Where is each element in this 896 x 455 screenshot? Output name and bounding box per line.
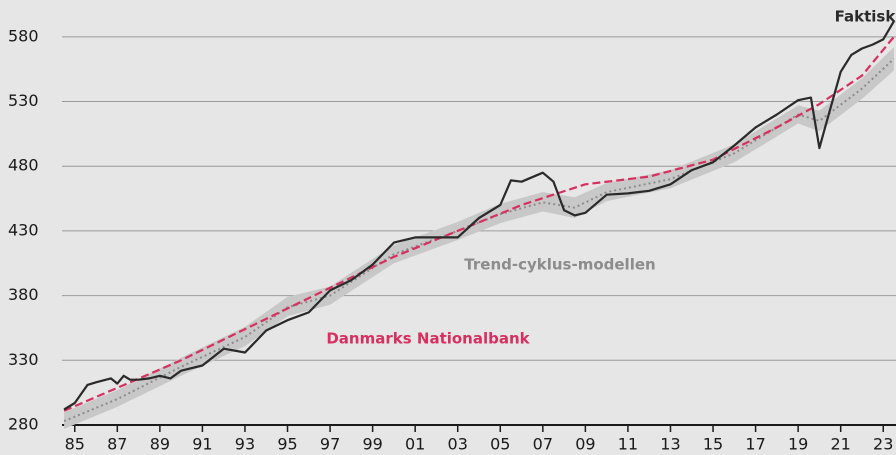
x-tick-label: 85 (65, 435, 85, 454)
x-tick-label: 17 (745, 435, 765, 454)
x-tick-label: 87 (107, 435, 127, 454)
x-tick-label: 07 (533, 435, 553, 454)
x-tick-label: 99 (362, 435, 382, 454)
confidence-band (64, 47, 894, 429)
y-tick-label: 330 (8, 350, 39, 369)
x-tick-label: 05 (490, 435, 510, 454)
y-tick-label: 280 (8, 415, 39, 434)
x-tick-label: 09 (575, 435, 595, 454)
x-tick-label: 97 (320, 435, 340, 454)
x-tick-label: 03 (448, 435, 468, 454)
y-tick-label: 530 (8, 91, 39, 110)
series-label: Danmarks Nationalbank (326, 330, 530, 348)
x-tick-label: 23 (873, 435, 893, 454)
x-tick-label: 19 (788, 435, 808, 454)
x-tick-label: 91 (192, 435, 212, 454)
y-tick-label: 480 (8, 156, 39, 175)
x-tick-label: 13 (660, 435, 680, 454)
x-tick-label: 21 (831, 435, 851, 454)
x-tick-label: 01 (405, 435, 425, 454)
x-tick-label: 95 (277, 435, 297, 454)
x-tick-label: 15 (703, 435, 723, 454)
y-tick-label: 430 (8, 220, 39, 239)
series-line (63, 36, 895, 412)
x-tick-label: 93 (235, 435, 255, 454)
y-tick-label: 380 (8, 285, 39, 304)
y-tick-label: 580 (8, 26, 39, 45)
series-line (63, 20, 895, 411)
x-tick-label: 11 (618, 435, 638, 454)
x-tick-label: 89 (150, 435, 170, 454)
series-label: Faktisk (835, 8, 896, 26)
series-label: Trend-cyklus-modellen (464, 256, 655, 274)
